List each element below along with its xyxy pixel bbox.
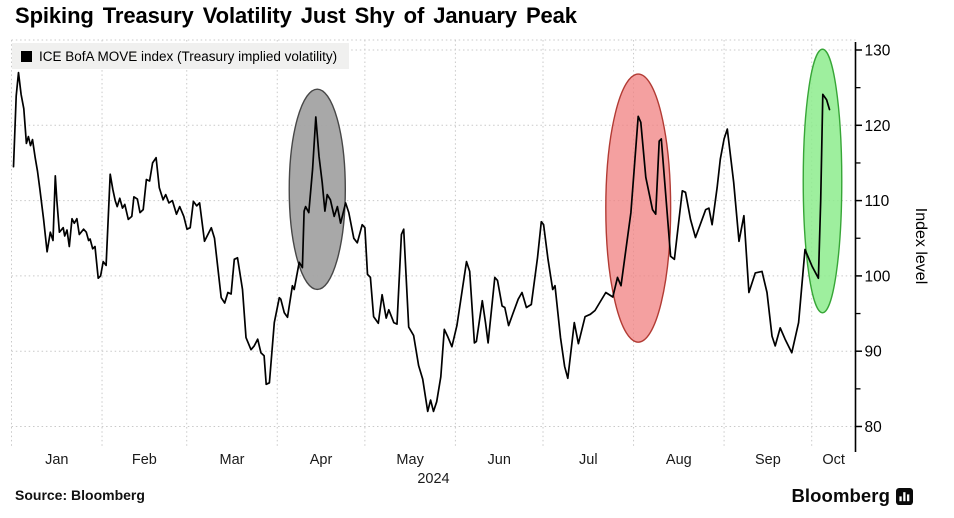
y-tick-label-120: 120 — [865, 118, 891, 135]
x-tick-label-jun: Jun — [488, 452, 511, 468]
x-tick-label-feb: Feb — [132, 452, 157, 468]
source-note: Source: Bloomberg — [15, 487, 145, 503]
x-tick-label-oct: Oct — [822, 452, 845, 468]
bloomberg-logo: Bloomberg — [791, 485, 913, 507]
x-tick-label-may: May — [396, 452, 424, 468]
series-line-move-index — [12, 71, 831, 413]
y-tick-label-100: 100 — [865, 268, 891, 285]
legend-series-swatch-icon — [21, 50, 32, 62]
mid-april-spike-highlight — [288, 88, 347, 291]
x-tick-label-mar: Mar — [219, 452, 244, 468]
bloomberg-wordmark: Bloomberg — [791, 485, 890, 506]
y-tick-label-110: 110 — [865, 193, 890, 210]
legend-series-label: ICE BofA MOVE index (Treasury implied vo… — [39, 48, 338, 64]
x-axis-year-label: 2024 — [417, 471, 449, 487]
y-tick-label-90: 90 — [865, 344, 883, 361]
legend: ICE BofA MOVE index (Treasury implied vo… — [12, 43, 350, 69]
x-tick-label-sep: Sep — [755, 452, 781, 468]
bloomberg-terminal-icon — [896, 487, 913, 505]
x-tick-label-apr: Apr — [310, 452, 333, 468]
x-tick-label-jul: Jul — [579, 452, 598, 468]
x-tick-label-aug: Aug — [666, 452, 692, 468]
y-axis-title: Index level — [912, 208, 929, 285]
early-october-spike-highlight — [802, 48, 843, 314]
chart-title: Spiking Treasury Volatility Just Shy of … — [15, 3, 577, 28]
x-tick-label-jan: Jan — [45, 452, 68, 468]
y-tick-label-130: 130 — [865, 43, 891, 60]
early-august-spike-highlight — [605, 73, 672, 343]
y-tick-label-80: 80 — [865, 419, 883, 436]
